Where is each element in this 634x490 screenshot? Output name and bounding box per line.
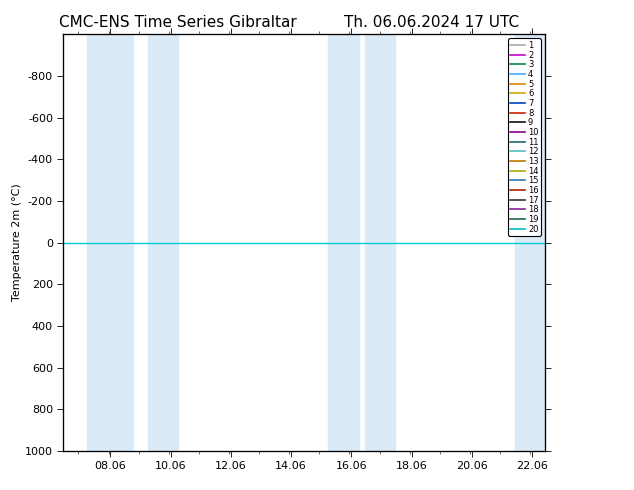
Bar: [515, 34, 545, 451]
Text: Th. 06.06.2024 17 UTC: Th. 06.06.2024 17 UTC: [344, 15, 519, 30]
Text: CMC-ENS Time Series Gibraltar: CMC-ENS Time Series Gibraltar: [59, 15, 296, 30]
Bar: [365, 34, 394, 451]
Legend: 1, 2, 3, 4, 5, 6, 7, 8, 9, 10, 11, 12, 13, 14, 15, 16, 17, 18, 19, 20: 1, 2, 3, 4, 5, 6, 7, 8, 9, 10, 11, 12, 1…: [508, 39, 541, 236]
Bar: [328, 34, 359, 451]
Bar: [87, 34, 133, 451]
Bar: [148, 34, 178, 451]
Y-axis label: Temperature 2m (°C): Temperature 2m (°C): [12, 184, 22, 301]
